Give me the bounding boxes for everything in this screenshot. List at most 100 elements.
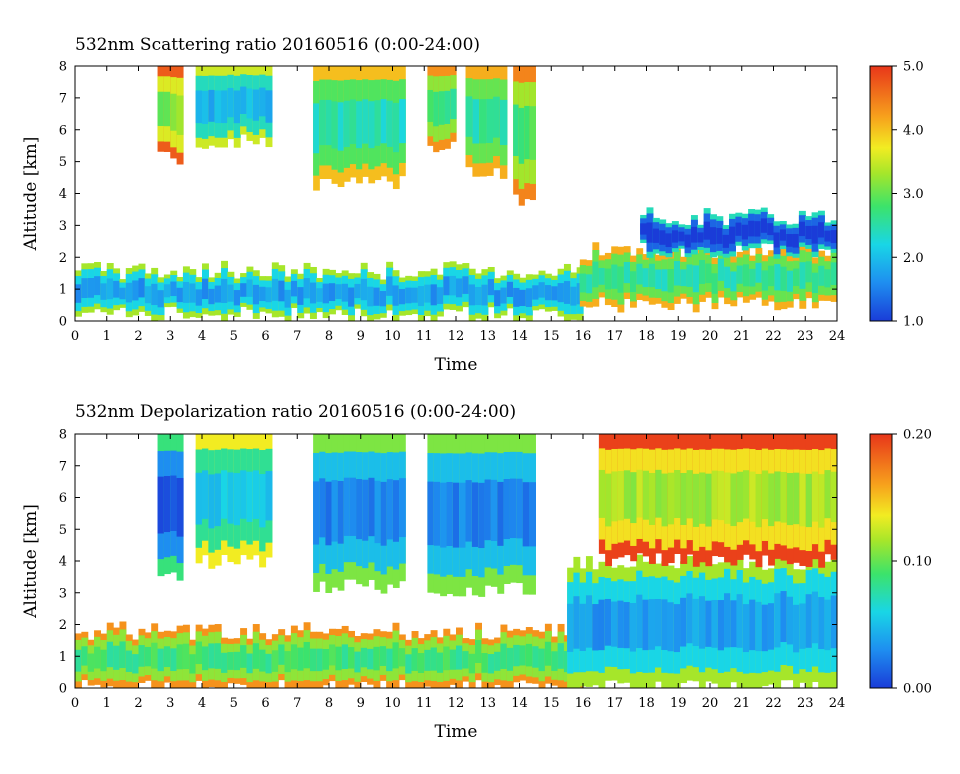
colorbar-tick-label: 3.0 [903, 187, 924, 202]
heatmap-cell [427, 481, 435, 546]
x-tick-label: 23 [797, 329, 814, 344]
heatmap-cell [335, 284, 343, 300]
heatmap-region [195, 66, 273, 149]
heatmap-cell [202, 90, 209, 124]
x-tick-label: 19 [670, 696, 687, 711]
heatmap-cell [221, 652, 228, 673]
x-tick-label: 22 [765, 696, 782, 711]
heatmap-cell [699, 259, 706, 284]
heatmap-cell [316, 648, 324, 672]
heatmap-cell [711, 273, 719, 294]
heatmap-cell [768, 473, 775, 527]
heatmap-cell [487, 279, 495, 296]
heatmap-cell [329, 283, 336, 302]
heatmap-cell [780, 591, 788, 643]
heatmap-cell [513, 644, 521, 667]
heatmap-cell [805, 261, 813, 283]
heatmap-cell [427, 89, 434, 122]
y-tick-label: 4 [59, 187, 67, 202]
heatmap-cell [313, 481, 320, 545]
heatmap-cell [481, 284, 489, 306]
x-tick-label: 24 [829, 329, 846, 344]
heatmap-cell [138, 645, 146, 667]
x-tick-label: 6 [261, 329, 269, 344]
heatmap-cell [138, 278, 146, 298]
heatmap-cell [132, 654, 140, 674]
heatmap-cell [233, 290, 241, 306]
heatmap-cell [392, 102, 400, 153]
y-tick-label: 3 [59, 219, 67, 234]
heatmap-cell [176, 644, 184, 670]
y-tick-label: 2 [59, 618, 67, 633]
heatmap-region [313, 66, 406, 191]
y-tick-label: 0 [59, 315, 67, 330]
y-tick-label: 2 [59, 251, 67, 266]
heatmap-cell [538, 648, 546, 672]
x-tick-label: 10 [384, 329, 401, 344]
heatmap-cell [692, 473, 700, 527]
heatmap-cell [322, 648, 330, 670]
heatmap-cell [780, 266, 788, 291]
heatmap-cell [214, 90, 222, 124]
scattering-ratio-heatmap [75, 66, 837, 321]
x-tick-label: 3 [166, 696, 174, 711]
heatmap-cell [227, 87, 235, 118]
heatmap-cell [586, 274, 593, 294]
heatmap-cell [538, 282, 546, 298]
heatmap-cell [692, 265, 700, 293]
heatmap-cell [157, 290, 165, 308]
heatmap-cell [761, 270, 769, 291]
y-tick-label: 5 [59, 523, 67, 538]
heatmap-cell [579, 273, 587, 293]
heatmap-cell [703, 221, 711, 240]
y-tick-label: 5 [59, 155, 67, 170]
heatmap-cell [500, 643, 508, 669]
x-axis: 0 1 2 3 4 5 6 7 8 9 10 11 12 13 14 15 16 17 18 19 20 21 22 23 24 [71, 66, 845, 344]
heatmap-cell [774, 593, 782, 648]
heatmap-cell [450, 88, 457, 120]
heatmap-cell [433, 481, 441, 546]
heatmap-cell [208, 288, 216, 305]
heatmap-cell [742, 264, 750, 287]
heatmap-cell [761, 470, 769, 520]
heatmap-cell [711, 599, 719, 648]
heatmap-cell [392, 480, 400, 542]
heatmap-cell [749, 471, 757, 522]
heatmap-cell [349, 99, 357, 145]
heatmap-cell [386, 100, 394, 147]
x-tick-label: 7 [293, 696, 301, 711]
heatmap-cell [729, 226, 736, 244]
heatmap-cell [642, 470, 650, 520]
heatmap-cell [522, 482, 530, 547]
heatmap-cell [240, 470, 248, 519]
heatmap-cell [303, 641, 311, 669]
heatmap-cell [768, 265, 775, 287]
heatmap-cell [811, 471, 819, 522]
heatmap-region [579, 241, 837, 313]
heatmap-cell [380, 99, 388, 144]
x-tick-label: 17 [606, 696, 623, 711]
heatmap-cell [705, 600, 713, 647]
heatmap-cell [532, 285, 540, 300]
heatmap-cell [163, 91, 171, 127]
heatmap-cell [755, 601, 763, 652]
heatmap-cell [699, 472, 707, 524]
x-tick-label: 23 [797, 696, 814, 711]
heatmap-region [75, 621, 584, 688]
heatmap-cell [297, 647, 305, 671]
heatmap-cell [623, 470, 631, 519]
heatmap-cell [368, 477, 376, 537]
heatmap-cell [348, 287, 355, 307]
heatmap-cell [265, 90, 273, 123]
heatmap-region [513, 66, 536, 206]
heatmap-cell [585, 595, 593, 648]
heatmap-cell [151, 283, 159, 306]
heatmap-cell [331, 101, 339, 149]
heatmap-cell [343, 477, 351, 536]
heatmap-cell [392, 642, 400, 669]
heatmap-cell [462, 651, 470, 669]
heatmap-cell [440, 482, 448, 548]
heatmap-cell [259, 474, 267, 528]
heatmap-cell [367, 648, 375, 670]
heatmap-cell [208, 643, 216, 669]
